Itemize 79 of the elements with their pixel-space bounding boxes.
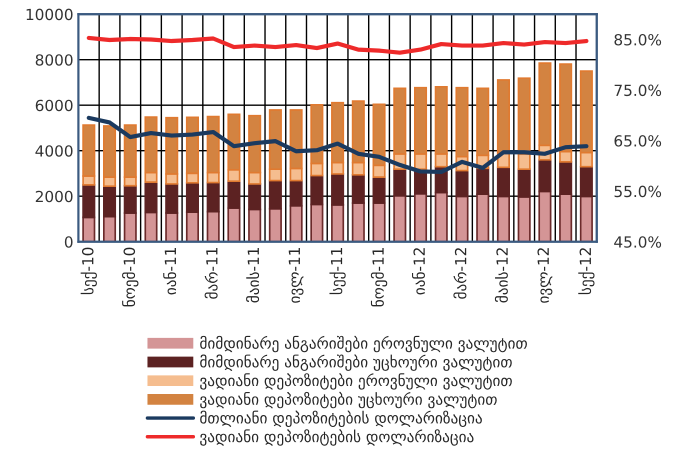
- y-tick-label: 2000: [36, 190, 73, 202]
- x-tick-label: მარ-11: [204, 248, 218, 299]
- bar: [206, 182, 220, 213]
- bar: [124, 212, 137, 242]
- bar: [476, 167, 490, 196]
- bar: [580, 166, 593, 198]
- y2-tick-label: 65.0%: [614, 135, 662, 147]
- x-tick-label: იან-12: [412, 248, 425, 294]
- y2-tick-label: 55.0%: [614, 186, 662, 198]
- bar: [165, 212, 178, 242]
- x-tick-label: ნოემ-10: [122, 248, 138, 306]
- bar: [372, 202, 386, 242]
- y-tick-label: 8000: [36, 54, 73, 66]
- bar: [538, 159, 552, 192]
- bar: [476, 193, 490, 242]
- bar: [144, 212, 158, 242]
- bar: [206, 210, 220, 242]
- x-tick-label: სექ-10: [80, 248, 97, 294]
- bar: [144, 181, 158, 214]
- x-tick-label: სექ-11: [329, 248, 346, 294]
- y-tick-label: 4000: [35, 145, 73, 157]
- line-series: [86, 36, 588, 55]
- bar: [496, 196, 510, 242]
- bar: [414, 192, 428, 242]
- bar: [434, 192, 448, 242]
- x-tick-label: იან-11: [163, 248, 176, 294]
- x-tick-label: სექ-12: [578, 248, 595, 294]
- bar: [124, 184, 137, 214]
- bar: [248, 208, 262, 242]
- y-tick-label: 0: [64, 236, 73, 248]
- x-tick-label: მაის-11: [246, 248, 260, 302]
- bar: [455, 170, 469, 198]
- bar: [559, 193, 572, 242]
- bar: [352, 202, 365, 242]
- y2-tick-label: 45.0%: [614, 236, 662, 248]
- bar: [518, 196, 531, 242]
- legend-label: მთლიანი დეპოზიტების დოლარიზაცია: [200, 410, 482, 428]
- y-tick-label: 6000: [36, 100, 73, 112]
- bar: [393, 194, 406, 242]
- x-tick-label: მაის-12: [494, 248, 508, 302]
- bar: [82, 184, 96, 218]
- bar: [580, 196, 593, 242]
- bar: [352, 174, 365, 204]
- x-tick-label: ნოემ-11: [370, 248, 388, 306]
- bar: [290, 180, 303, 207]
- y-tick-label: 10000: [26, 8, 73, 20]
- bar: [290, 204, 303, 242]
- bar: [496, 166, 510, 198]
- bar: [559, 161, 572, 196]
- bar: [227, 180, 240, 209]
- bar: [186, 211, 199, 242]
- legend-label: ვადიანი დეპოზიტების დოლარიზაცია: [200, 429, 474, 446]
- bar: [165, 183, 178, 214]
- legend-label: მიმდინარე ანგარიშები უცხოური ვალუტით: [200, 354, 512, 371]
- bar: [538, 190, 552, 242]
- y2-tick-label: 75.0%: [614, 84, 662, 96]
- bar: [310, 174, 324, 206]
- bar: [372, 176, 386, 204]
- line-series: [86, 116, 588, 174]
- bar: [248, 183, 262, 210]
- legend-label: მიმდინარე ანგარიშები ეროვნული ვალუტით: [200, 336, 527, 352]
- y2-tick-label: 85.0%: [614, 34, 662, 46]
- bar: [310, 204, 324, 242]
- bar: [455, 196, 469, 242]
- bar: [102, 185, 116, 218]
- bar: [227, 207, 240, 242]
- legend-label: ვადიანი დეპოზიტები უცხოური ვალუტით: [200, 392, 497, 408]
- x-tick-label: ივლ-12: [537, 248, 552, 303]
- bar: [268, 180, 282, 210]
- x-tick-label: მარ-12: [453, 248, 466, 299]
- bar: [268, 208, 282, 242]
- x-tick-label: ივლ-11: [288, 248, 304, 303]
- bar: [331, 173, 344, 206]
- bar: [186, 182, 199, 213]
- legend-label: ვადიანი დეპოზიტები ეროვნული ვალუტით: [200, 373, 512, 390]
- bar: [518, 168, 531, 198]
- bar: [393, 168, 406, 197]
- bar: [82, 216, 96, 242]
- bar: [331, 204, 344, 242]
